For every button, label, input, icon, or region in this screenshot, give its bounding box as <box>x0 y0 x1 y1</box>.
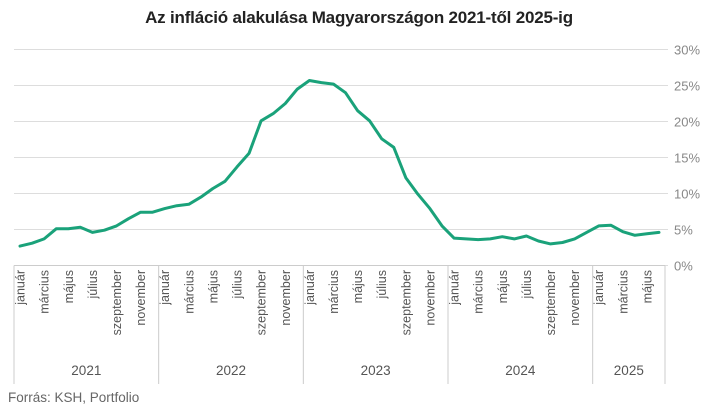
x-month-label: július <box>375 270 389 300</box>
x-month-label: január <box>158 270 172 306</box>
x-month-label: január <box>303 270 317 306</box>
x-month-label: július <box>520 270 534 300</box>
x-year-label: 2025 <box>614 363 644 378</box>
x-month-label: november <box>279 270 293 326</box>
x-month-label: július <box>86 270 100 300</box>
x-month-label: május <box>496 270 510 303</box>
y-tick-label: 15% <box>674 151 700 166</box>
x-month-label: szeptember <box>544 270 558 335</box>
x-month-label: május <box>62 270 76 303</box>
x-month-label: március <box>38 270 52 314</box>
x-month-label: november <box>568 270 582 326</box>
x-year-label: 2023 <box>361 363 391 378</box>
x-year-label: 2021 <box>71 363 101 378</box>
x-year-label: 2024 <box>505 363 536 378</box>
y-tick-label: 0% <box>674 259 693 274</box>
x-month-label: január <box>448 270 462 306</box>
chart-title: Az infláció alakulása Magyarországon 202… <box>145 8 573 27</box>
x-month-label: március <box>616 270 630 314</box>
x-month-label: május <box>640 270 654 303</box>
x-month-label: március <box>472 270 486 314</box>
source-note: Forrás: KSH, Portfolio <box>8 390 140 405</box>
x-month-label: március <box>327 270 341 314</box>
x-month-label: november <box>134 270 148 326</box>
x-year-label: 2022 <box>216 363 246 378</box>
x-month-label: március <box>182 270 196 314</box>
x-month-label: május <box>206 270 220 303</box>
x-month-label: november <box>423 270 437 326</box>
y-tick-label: 30% <box>674 43 700 58</box>
y-tick-label: 10% <box>674 187 700 202</box>
y-tick-label: 25% <box>674 79 700 94</box>
y-tick-label: 20% <box>674 115 700 130</box>
y-tick-label: 5% <box>674 223 693 238</box>
x-month-label: január <box>14 270 28 306</box>
x-month-label: január <box>592 270 606 306</box>
x-month-label: július <box>231 270 245 300</box>
x-month-label: szeptember <box>110 270 124 335</box>
x-month-label: május <box>351 270 365 303</box>
x-month-label: szeptember <box>255 270 269 335</box>
x-month-label: szeptember <box>399 270 413 335</box>
inflation-series-line <box>18 79 661 248</box>
